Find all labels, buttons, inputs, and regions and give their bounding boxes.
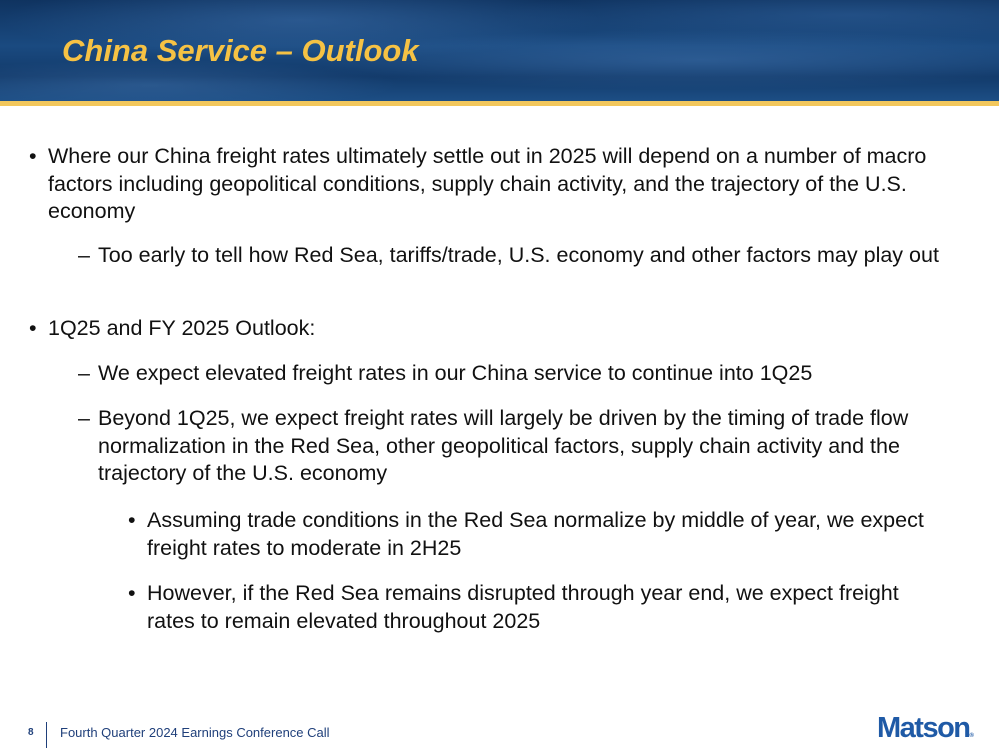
bullet-item: • However, if the Red Sea remains disrupt… <box>128 580 947 635</box>
bullet-text: Assuming trade conditions in the Red Sea… <box>147 508 924 560</box>
bullet-text: However, if the Red Sea remains disrupte… <box>147 581 899 633</box>
matson-logo: Matson® <box>877 712 974 744</box>
bullet-marker: • <box>29 316 37 340</box>
bullet-marker: • <box>29 144 37 168</box>
bullet-text: We expect elevated freight rates in our … <box>98 361 813 385</box>
page-number: 8 <box>28 727 34 738</box>
bullet-item: – Beyond 1Q25, we expect freight rates wi… <box>78 405 958 488</box>
bullet-marker: • <box>128 581 136 605</box>
bullet-item: • Where our China freight rates ultimatel… <box>29 143 968 226</box>
header-banner <box>0 0 999 102</box>
slide-title: China Service – Outlook <box>62 33 419 68</box>
bullet-item: – We expect elevated freight rates in our… <box>78 360 958 388</box>
logo-text: Matson <box>877 712 971 744</box>
bullet-item: • Assuming trade conditions in the Red Se… <box>128 507 947 562</box>
header-accent-bar <box>0 101 999 106</box>
bullet-marker: – <box>78 406 90 430</box>
bullet-marker: – <box>78 361 90 385</box>
footer-text: Fourth Quarter 2024 Earnings Conference … <box>60 725 330 740</box>
bullet-item: – Too early to tell how Red Sea, tariffs/… <box>78 242 958 270</box>
bullet-text: 1Q25 and FY 2025 Outlook: <box>48 316 316 340</box>
bullet-marker: – <box>78 243 90 267</box>
bullet-item: • 1Q25 and FY 2025 Outlook: <box>29 315 968 343</box>
bullet-text: Beyond 1Q25, we expect freight rates wil… <box>98 406 909 485</box>
bullet-text: Where our China freight rates ultimately… <box>48 144 927 223</box>
bullet-marker: • <box>128 508 136 532</box>
bullet-text: Too early to tell how Red Sea, tariffs/t… <box>98 243 939 267</box>
footer-divider <box>46 722 47 748</box>
